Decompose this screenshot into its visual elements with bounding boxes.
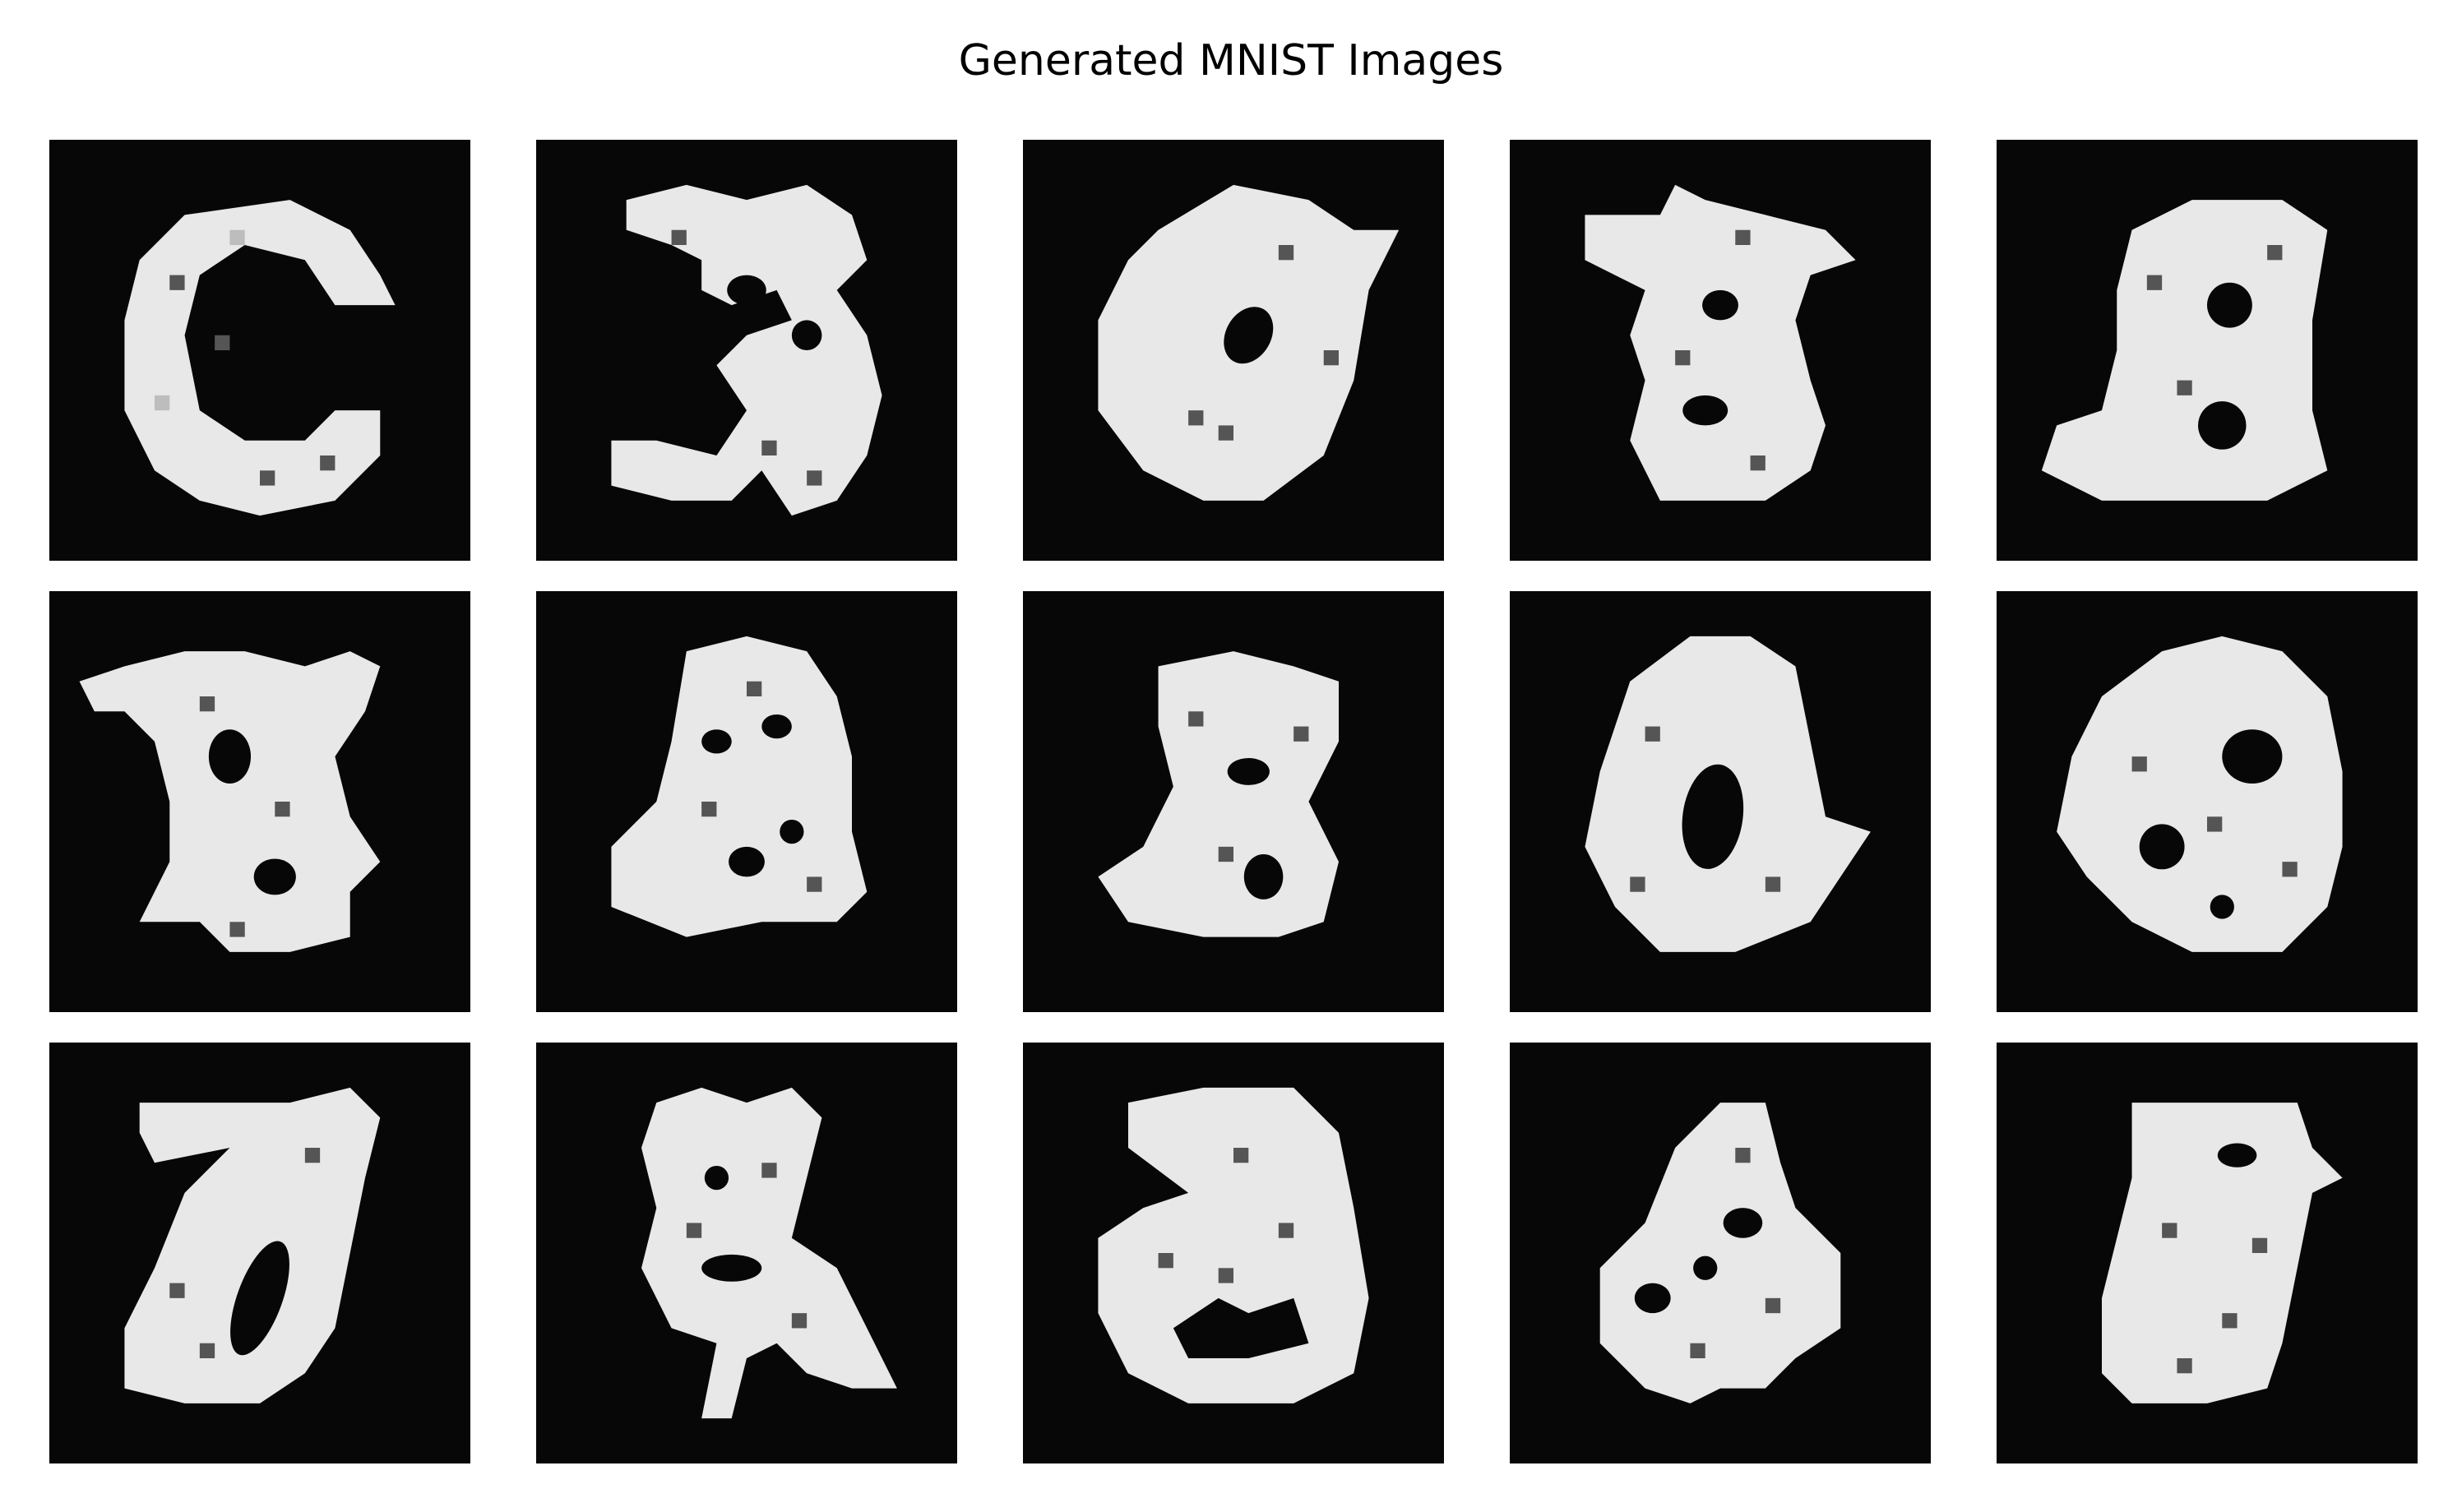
generated-image-r1c3: [1023, 140, 1444, 561]
generated-image-r1c4: [1510, 140, 1931, 561]
generated-image-r3c5: [1997, 1043, 2418, 1463]
digit-eight-like: [1585, 184, 1856, 501]
generated-image-r1c5: [1997, 140, 2418, 561]
digit-four-like: [641, 1087, 897, 1419]
digit-three-blob: [1098, 1087, 1369, 1403]
generated-image-r1c1: [49, 140, 470, 561]
figure-title: Generated MNIST Images: [958, 36, 1504, 86]
generated-image-r3c4: [1510, 1043, 1931, 1463]
generated-image-r2c4: [1510, 591, 1931, 1012]
digit-eight-blob: [2102, 1103, 2343, 1403]
generated-image-r1c2: [536, 140, 957, 561]
digit-eight-like: [79, 651, 381, 952]
digit-zero-blob: [1098, 184, 1400, 501]
digit-eight-blob: [1599, 1103, 1841, 1403]
generated-image-r2c5: [1997, 591, 2418, 1012]
generated-image-r3c1: [49, 1043, 470, 1463]
digit-eight-blob: [611, 636, 868, 937]
digit-eight-like: [2041, 200, 2328, 501]
digit-eight-like: [1098, 651, 1339, 937]
generated-image-r2c2: [536, 591, 957, 1012]
digit-zero-blob: [1585, 636, 1871, 952]
digit-seven-zero: [124, 1087, 381, 1403]
generated-image-r2c3: [1023, 591, 1444, 1012]
generated-image-r3c2: [536, 1043, 957, 1463]
digit-open-zero: [124, 200, 396, 516]
generated-image-r3c3: [1023, 1043, 1444, 1463]
image-grid: [49, 140, 2418, 1463]
generated-image-r2c1: [49, 591, 470, 1012]
digit-three-like: [611, 184, 882, 516]
digit-eight-blob: [2057, 636, 2343, 952]
